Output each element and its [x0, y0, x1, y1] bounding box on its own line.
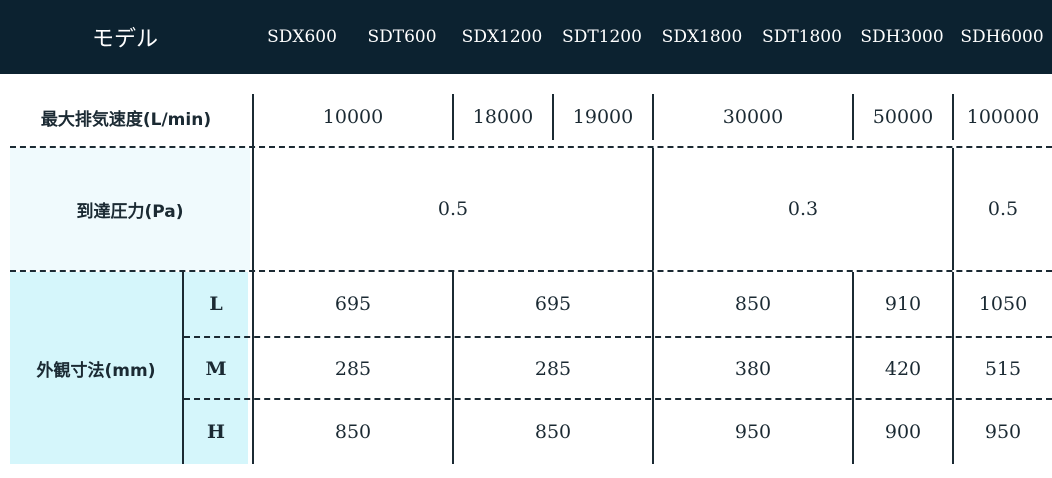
row-divider-dim-lm	[184, 336, 1052, 338]
column-divider-speed-5	[952, 94, 954, 140]
dimension-h-1800: 950	[734, 421, 772, 443]
dimension-m-600: 285	[334, 358, 372, 380]
column-divider-speed-2	[552, 94, 554, 140]
dimension-l-6000: 1050	[978, 293, 1028, 315]
speed-value-sdh6000: 100000	[966, 106, 1040, 128]
column-divider-pressure-2	[952, 148, 954, 270]
row-divider-1	[10, 146, 1052, 148]
column-divider-dim-4	[952, 272, 954, 464]
speed-row-label: 最大排気速度(L/min)	[40, 109, 212, 130]
column-divider-pressure-1	[652, 148, 654, 270]
model-header-sdt600: SDT600	[367, 27, 437, 47]
table-header: モデル SDX600 SDT600 SDX1200 SDT1200 SDX180…	[0, 0, 1052, 74]
speed-value-sdh3000: 50000	[872, 106, 934, 128]
model-header-sdx1200: SDX1200	[461, 27, 543, 47]
pressure-row-label: 到達圧力(Pa)	[76, 201, 184, 222]
speed-value-sdx600-sdt600: 10000	[322, 106, 384, 128]
dimension-sublabel-m: M	[205, 358, 227, 380]
dimension-m-1800: 380	[734, 358, 772, 380]
column-divider-dim-3	[852, 272, 854, 464]
column-divider-dim-2	[652, 272, 654, 464]
dimension-l-600: 695	[334, 293, 372, 315]
dimension-label-bg	[10, 272, 182, 464]
model-header-sdx1800: SDX1800	[661, 27, 743, 47]
model-header-label: モデル	[91, 27, 158, 52]
dimension-h-6000: 950	[984, 421, 1022, 443]
column-divider-speed-1	[452, 94, 454, 140]
model-header-sdx600: SDX600	[267, 27, 337, 47]
dimension-sublabel-l: L	[209, 293, 223, 315]
speed-value-sdx1200: 18000	[472, 106, 534, 128]
model-header-sdh6000: SDH6000	[960, 27, 1044, 47]
dimension-m-3000: 420	[884, 358, 922, 380]
dimension-h-1200: 850	[534, 421, 572, 443]
dimension-row-label: 外観寸法(mm)	[36, 360, 156, 381]
column-divider-speed-3	[652, 94, 654, 140]
model-header-sdh3000: SDH3000	[860, 27, 944, 47]
column-divider-dimension-label	[182, 272, 184, 464]
dimension-l-3000: 910	[884, 293, 922, 315]
row-divider-2	[10, 270, 1052, 272]
model-header-sdt1200: SDT1200	[562, 27, 642, 47]
dimension-h-3000: 900	[884, 421, 922, 443]
pressure-value-6000: 0.5	[987, 198, 1019, 220]
model-header-sdt1800: SDT1800	[762, 27, 842, 47]
dimension-l-1800: 850	[734, 293, 772, 315]
column-divider-main	[252, 94, 254, 464]
dimension-l-1200: 695	[534, 293, 572, 315]
dimension-sublabel-h: H	[207, 421, 225, 443]
pressure-value-600-1200: 0.5	[437, 198, 469, 220]
dimension-h-600: 850	[334, 421, 372, 443]
speed-value-sdt1200: 19000	[572, 106, 634, 128]
pressure-value-1800-3000: 0.3	[787, 198, 819, 220]
dimension-m-1200: 285	[534, 358, 572, 380]
column-divider-dim-1	[452, 272, 454, 464]
pressure-label-bg	[10, 148, 250, 270]
speed-value-sdx1800-sdt1800: 30000	[722, 106, 784, 128]
column-divider-speed-4	[852, 94, 854, 140]
dimension-sublabel-bg	[184, 272, 248, 464]
dimension-m-6000: 515	[984, 358, 1022, 380]
row-divider-dim-mh	[184, 398, 1052, 400]
